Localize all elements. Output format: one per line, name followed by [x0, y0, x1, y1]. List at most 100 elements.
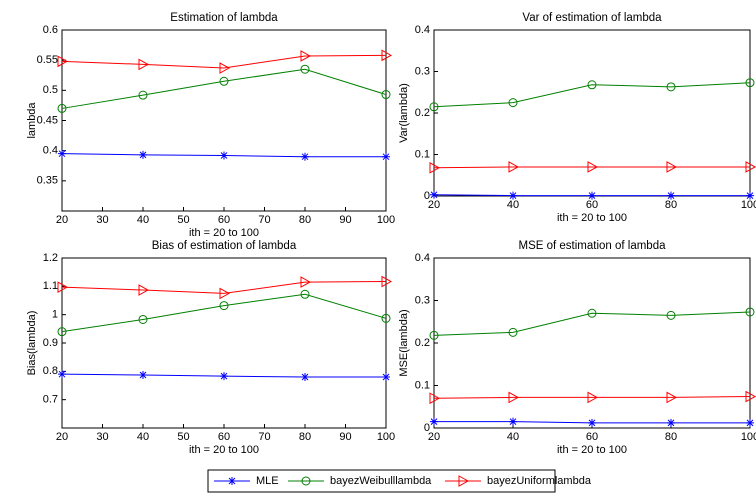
y-tick-label: 1 — [52, 309, 58, 321]
marker — [745, 390, 756, 403]
series-line — [433, 311, 751, 336]
series-line — [61, 293, 387, 333]
x-tick-label: 100 — [377, 431, 395, 443]
x-tick-label: 60 — [218, 431, 230, 443]
y-tick-label: 0.7 — [43, 394, 58, 406]
marker — [58, 370, 66, 379]
marker — [57, 55, 69, 68]
marker — [587, 391, 599, 404]
y-axis-label: Bias(lambda) — [26, 311, 38, 376]
marker — [381, 313, 391, 323]
marker — [508, 327, 518, 337]
x-tick-label: 30 — [96, 214, 108, 226]
x-tick-label: 70 — [258, 214, 270, 226]
marker — [381, 49, 393, 62]
marker — [430, 417, 438, 426]
marker — [746, 418, 754, 427]
marker — [139, 371, 147, 380]
marker — [219, 62, 231, 74]
marker — [587, 80, 597, 90]
marker — [138, 314, 148, 324]
marker — [587, 308, 597, 318]
y-tick-label: 0.4 — [415, 24, 430, 36]
series-line — [61, 54, 387, 69]
marker — [220, 151, 228, 160]
y-tick-label: 0.2 — [415, 107, 430, 119]
plot-area — [61, 257, 387, 429]
legend-label: bayezUniformlambda — [487, 475, 592, 487]
marker — [666, 82, 676, 92]
marker — [587, 161, 599, 173]
legend-marker — [458, 475, 470, 487]
marker — [138, 58, 150, 71]
x-tick-label: 80 — [299, 214, 311, 226]
y-tick-label: 0.4 — [415, 252, 430, 264]
marker — [381, 90, 391, 100]
plot-area — [433, 29, 751, 197]
marker — [219, 287, 231, 300]
y-tick-label: 1.1 — [43, 280, 58, 292]
chart-title: Estimation of lambda — [170, 12, 278, 24]
legend-marker — [301, 476, 311, 486]
x-tick-label: 20 — [56, 431, 68, 443]
series-line — [433, 396, 751, 399]
y-tick-label: 0.45 — [37, 114, 58, 126]
marker — [57, 327, 67, 337]
marker — [745, 78, 755, 88]
y-tick-label: 0 — [424, 190, 430, 202]
marker — [429, 161, 441, 174]
marker — [301, 373, 309, 381]
marker — [57, 103, 67, 113]
series-line — [433, 166, 750, 169]
marker — [429, 102, 439, 112]
marker — [508, 98, 518, 108]
marker — [300, 276, 312, 288]
x-tick-label: 50 — [177, 214, 189, 226]
x-tick-label: 60 — [586, 199, 598, 211]
legend-marker — [228, 477, 236, 485]
x-tick-label: 100 — [741, 431, 756, 443]
marker — [745, 307, 755, 317]
marker — [429, 330, 439, 340]
marker — [57, 281, 69, 294]
marker — [381, 275, 393, 288]
marker — [382, 373, 390, 381]
marker — [219, 301, 229, 311]
y-tick-label: 0.3 — [415, 294, 430, 306]
chart-title: Bias of estimation of lambda — [152, 240, 297, 252]
x-tick-label: 20 — [428, 199, 440, 211]
x-tick-label: 90 — [339, 431, 351, 443]
x-tick-label: 60 — [586, 431, 598, 443]
x-tick-label: 80 — [665, 199, 677, 211]
x-tick-label: 100 — [377, 214, 395, 226]
marker — [666, 161, 678, 173]
legend — [207, 469, 556, 493]
marker — [667, 191, 675, 200]
chart-title: MSE of estimation of lambda — [518, 240, 666, 252]
marker — [382, 152, 390, 161]
x-axis-label: ith = 20 to 100 — [557, 212, 627, 224]
x-tick-label: 40 — [507, 431, 519, 443]
marker — [220, 372, 228, 381]
y-tick-label: 0.1 — [415, 379, 430, 391]
marker — [666, 391, 678, 404]
y-tick-label: 0.9 — [43, 337, 58, 349]
marker — [508, 391, 520, 404]
y-tick-label: 1.2 — [43, 252, 58, 264]
marker — [666, 310, 676, 320]
x-tick-label: 30 — [96, 431, 108, 443]
x-axis-label: ith = 20 to 100 — [189, 444, 259, 456]
marker — [508, 161, 520, 173]
y-tick-label: 0.2 — [415, 337, 430, 349]
marker — [219, 76, 229, 86]
x-tick-label: 60 — [218, 214, 230, 226]
y-axis-label: lambda — [26, 102, 38, 139]
marker — [429, 392, 441, 405]
marker — [58, 149, 66, 158]
marker — [745, 161, 756, 173]
x-axis-label: ith = 20 to 100 — [189, 227, 259, 239]
series-line — [61, 281, 387, 294]
marker — [430, 190, 438, 199]
series-line — [433, 82, 751, 108]
